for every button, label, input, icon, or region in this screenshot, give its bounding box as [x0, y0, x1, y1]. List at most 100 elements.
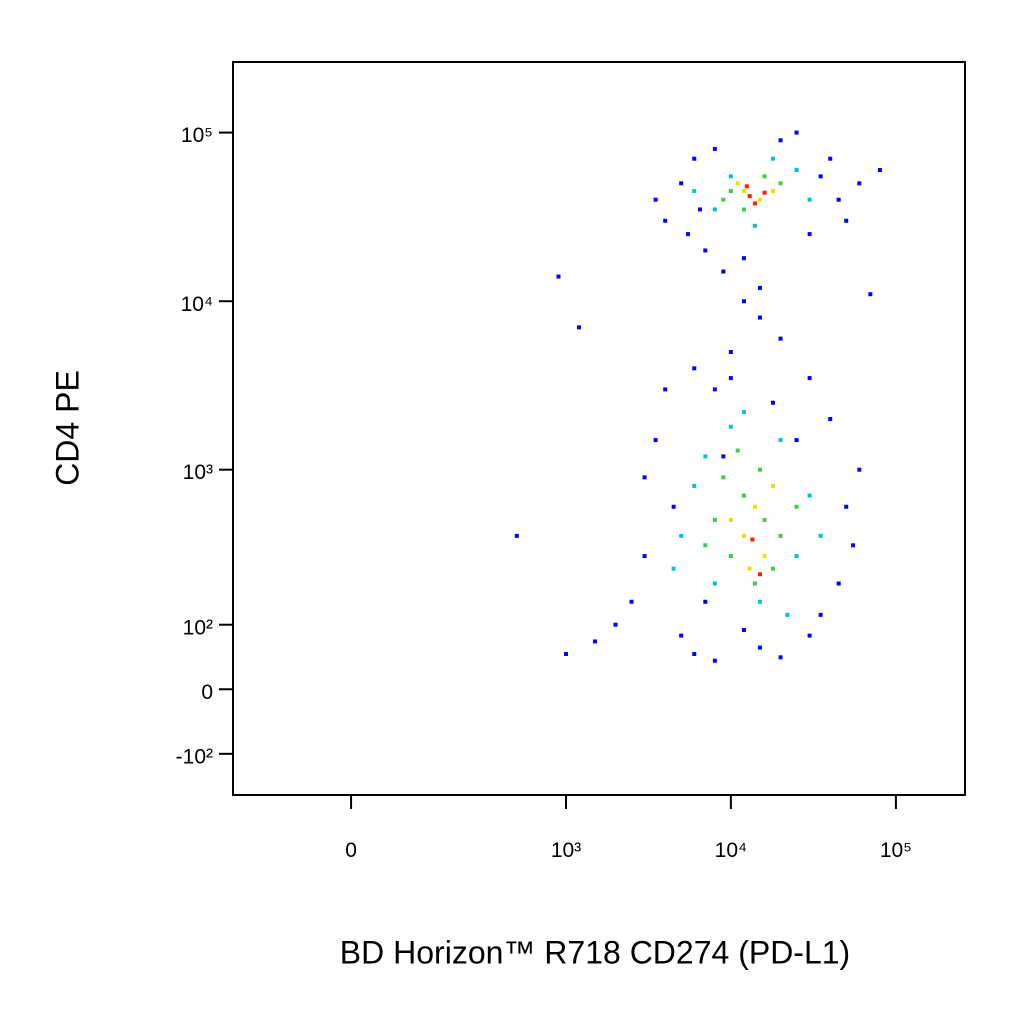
point	[778, 181, 783, 186]
point	[728, 554, 733, 559]
point	[642, 554, 647, 559]
point	[807, 493, 812, 498]
plot-frame	[232, 61, 966, 796]
point	[828, 156, 833, 161]
point	[794, 504, 799, 509]
point	[778, 138, 783, 143]
point	[629, 599, 634, 604]
y-tick-label: -10²	[176, 745, 213, 768]
point	[807, 633, 812, 638]
point	[778, 438, 783, 443]
point	[712, 207, 717, 212]
point	[771, 566, 776, 571]
point	[757, 599, 762, 604]
point	[697, 207, 702, 212]
point	[771, 400, 776, 405]
point	[712, 517, 717, 522]
y-tick-label: 10²	[183, 616, 213, 639]
y-tick-label: 10⁵	[181, 124, 213, 147]
point	[735, 448, 740, 453]
x-axis-label: BD Horizon™ R718 CD274 (PD-L1)	[340, 934, 850, 970]
point	[679, 633, 684, 638]
point	[752, 581, 757, 586]
point	[762, 174, 767, 179]
point	[712, 658, 717, 663]
point	[836, 197, 841, 202]
point	[752, 223, 757, 228]
point	[728, 189, 733, 194]
point	[592, 639, 597, 644]
y-tick-label: 10⁴	[181, 293, 213, 316]
x-tick-label: 10⁴	[715, 839, 747, 862]
point	[692, 189, 697, 194]
point	[741, 533, 746, 538]
point	[686, 232, 691, 237]
point	[752, 504, 757, 509]
y-tick-label: 0	[201, 681, 213, 704]
x-tick-label: 0	[345, 839, 357, 862]
point	[692, 483, 697, 488]
point	[663, 218, 668, 223]
point	[671, 504, 676, 509]
point	[778, 336, 783, 341]
x-tick-label: 10³	[551, 839, 581, 862]
point	[653, 197, 658, 202]
point	[692, 366, 697, 371]
point	[857, 467, 862, 472]
point	[514, 533, 519, 538]
point	[844, 504, 849, 509]
point	[728, 376, 733, 381]
point	[741, 256, 746, 261]
point	[712, 581, 717, 586]
point	[868, 292, 873, 297]
point	[762, 190, 767, 195]
point	[721, 269, 726, 274]
point	[744, 184, 749, 189]
point	[556, 274, 561, 279]
point	[712, 387, 717, 392]
point	[563, 652, 568, 657]
point	[728, 349, 733, 354]
point	[818, 174, 823, 179]
y-tick-label: 10³	[183, 461, 213, 484]
point	[721, 475, 726, 480]
point	[642, 475, 647, 480]
point	[828, 417, 833, 422]
point	[671, 566, 676, 571]
point	[721, 454, 726, 459]
point	[794, 167, 799, 172]
point	[721, 197, 726, 202]
point	[844, 218, 849, 223]
point	[771, 189, 776, 194]
point	[757, 645, 762, 650]
point	[679, 181, 684, 186]
point	[712, 146, 717, 151]
point	[728, 174, 733, 179]
point	[653, 438, 658, 443]
point	[741, 299, 746, 304]
point	[807, 197, 812, 202]
point	[785, 612, 790, 617]
point	[851, 543, 856, 548]
point	[877, 167, 882, 172]
point	[663, 387, 668, 392]
point	[741, 410, 746, 415]
point	[794, 130, 799, 135]
point	[741, 207, 746, 212]
point	[741, 628, 746, 633]
point	[757, 467, 762, 472]
point	[703, 454, 708, 459]
point	[613, 622, 618, 627]
point	[762, 517, 767, 522]
point	[577, 325, 582, 330]
x-tick-label: 10⁵	[880, 839, 912, 862]
point	[771, 483, 776, 488]
point	[692, 156, 697, 161]
point	[679, 533, 684, 538]
point	[762, 554, 767, 559]
point	[757, 315, 762, 320]
point	[752, 201, 757, 206]
point	[728, 424, 733, 429]
point	[794, 554, 799, 559]
